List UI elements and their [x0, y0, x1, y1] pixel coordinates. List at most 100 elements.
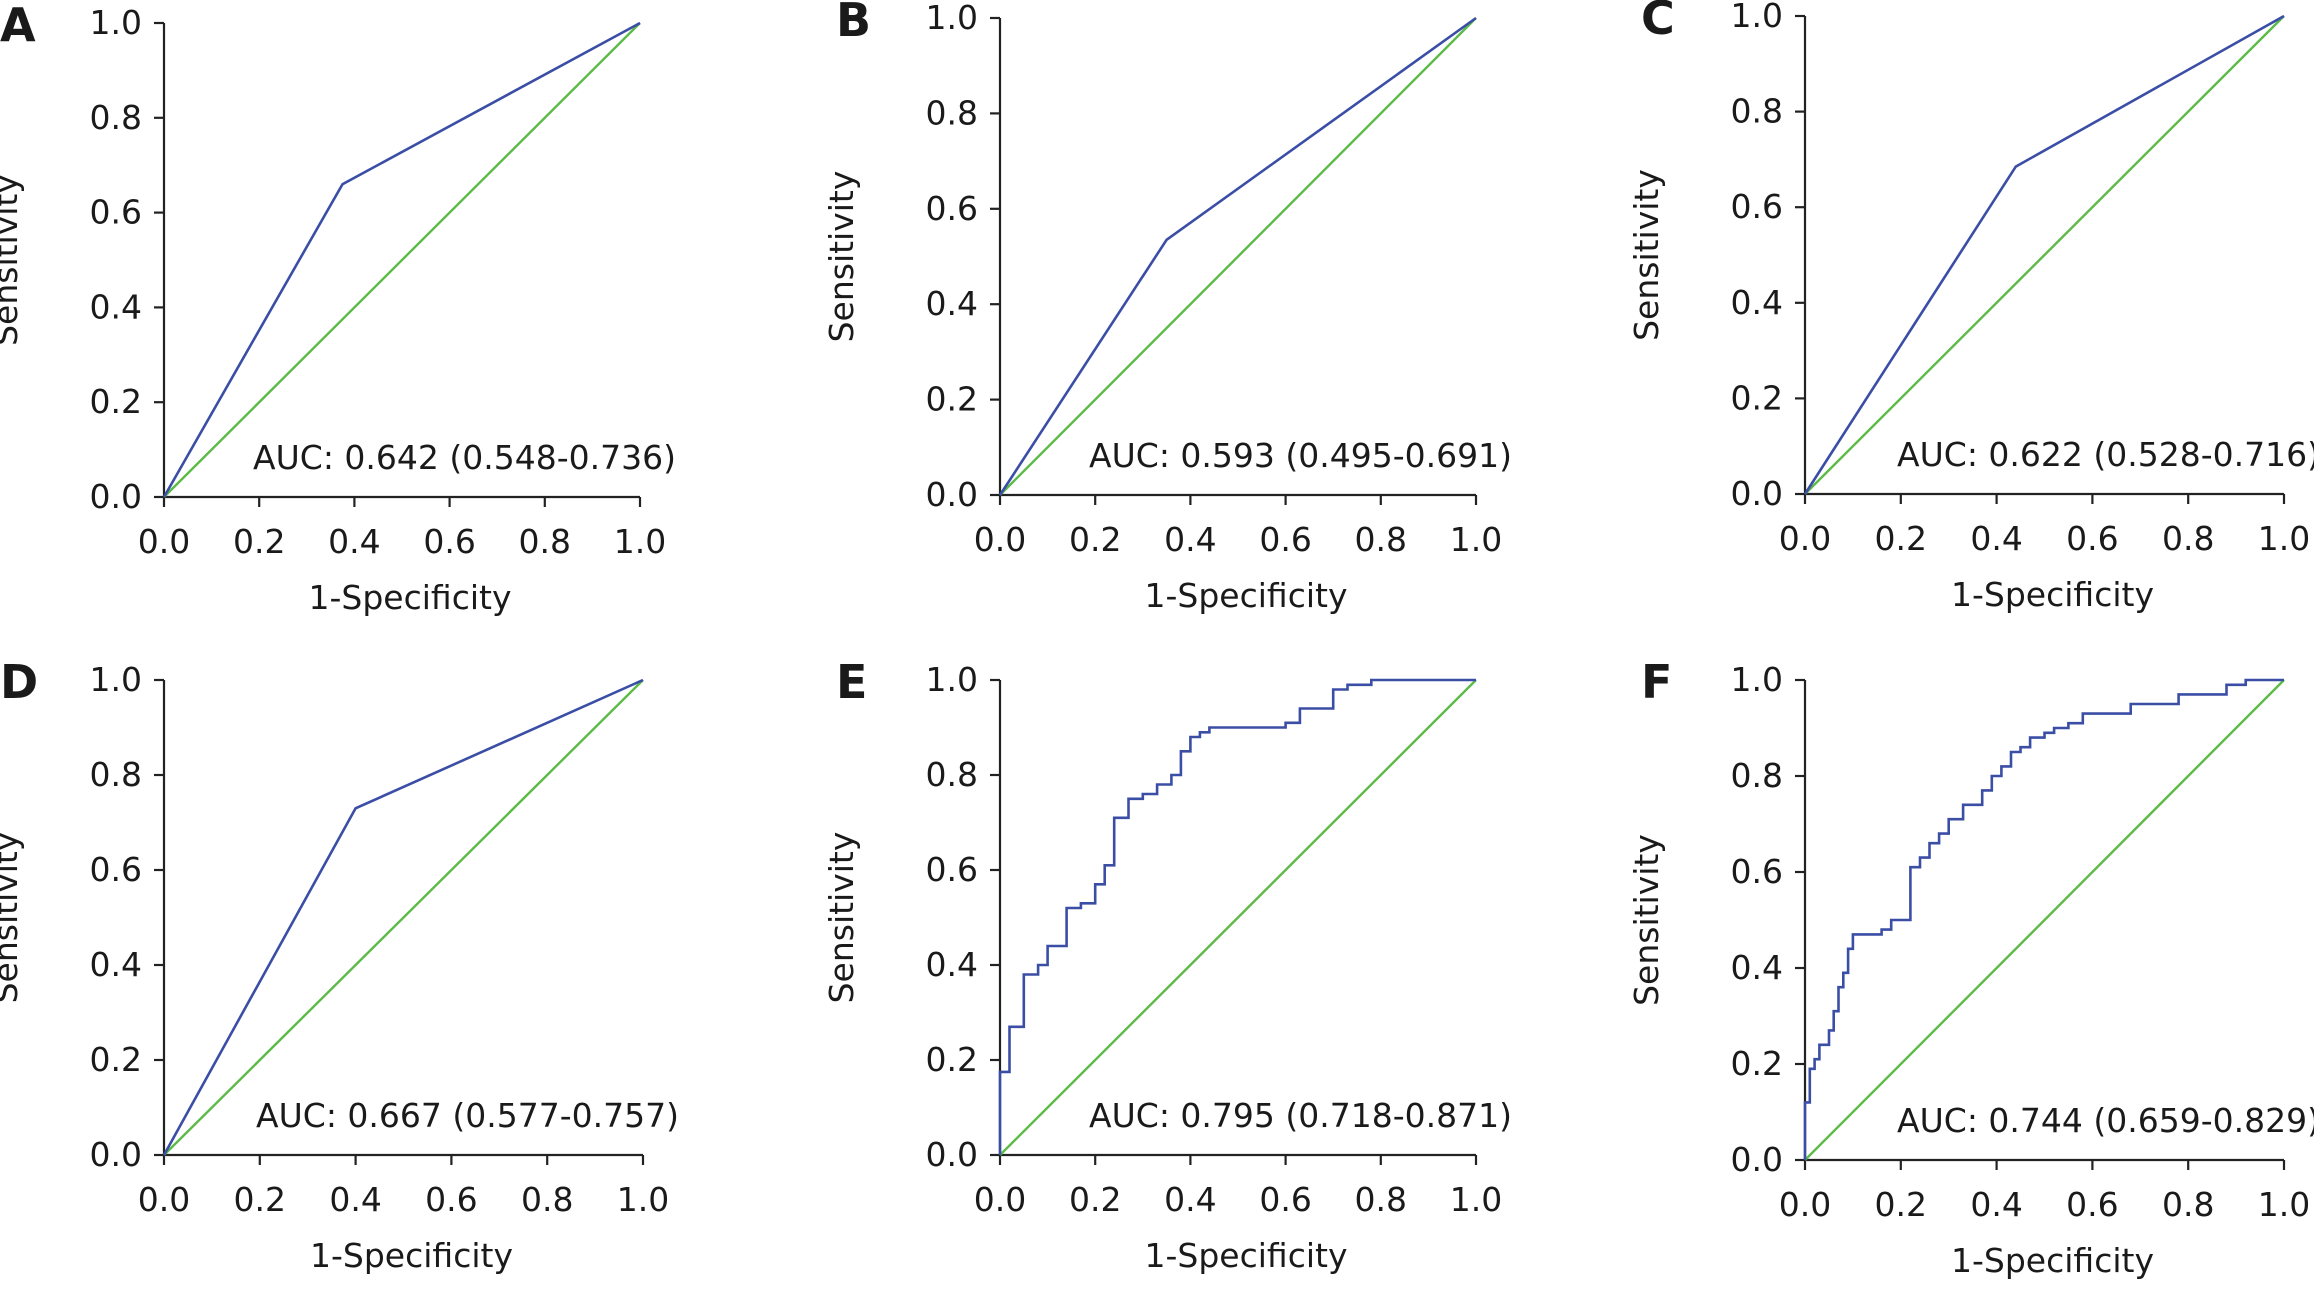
x-tick-label-b-4: 0.8 — [1355, 520, 1407, 559]
x-axis-title-a: 1-Specificity — [309, 578, 512, 617]
panel-letter-c: C — [1641, 0, 1675, 45]
x-tick-label-a-2: 0.4 — [328, 522, 380, 561]
x-tick-label-b-5: 1.0 — [1450, 520, 1502, 559]
x-tick-label-a-4: 0.8 — [519, 522, 571, 561]
x-tick-label-a-1: 0.2 — [233, 522, 285, 561]
roc-curve-b — [998, 16, 1477, 496]
y-axis-title-e: Sensitivity — [822, 832, 861, 1004]
x-tick-label-d-3: 0.6 — [425, 1180, 477, 1219]
y-tick-label-a-0: 0.0 — [90, 477, 142, 516]
roc-curve-a — [162, 21, 641, 498]
y-tick-label-e-2: 0.4 — [926, 945, 978, 984]
y-tick-label-d-1: 0.2 — [90, 1040, 142, 1079]
reference-line-c — [1804, 15, 2285, 495]
y-tick-label-e-5: 1.0 — [926, 660, 978, 699]
y-tick-label-d-0: 0.0 — [90, 1135, 142, 1174]
x-tick-label-d-0: 0.0 — [138, 1180, 190, 1219]
panel-b: B 0.0 0.2 0.4 0.6 0.8 1.0 0.0 0.2 0.4 0.6 0.8 1.0 1-S… — [822, 0, 1512, 615]
x-tick-label-d-4: 0.8 — [521, 1180, 573, 1219]
x-tick-label-f-5: 1.0 — [2258, 1185, 2310, 1224]
x-tick-label-a-0: 0.0 — [138, 522, 190, 561]
roc-curve-d — [162, 678, 644, 1156]
roc-curve-c — [1803, 14, 2285, 495]
y-tick-label-a-5: 1.0 — [90, 3, 142, 42]
auc-annotation-c: AUC: 0.622 (0.528-0.716) — [1897, 435, 2314, 474]
y-tick-label-f-2: 0.4 — [1731, 948, 1783, 987]
x-tick-label-f-1: 0.2 — [1875, 1185, 1927, 1224]
x-tick-label-e-5: 1.0 — [1450, 1180, 1502, 1219]
x-tick-label-d-1: 0.2 — [234, 1180, 286, 1219]
y-tick-label-e-0: 0.0 — [926, 1135, 978, 1174]
panel-letter-e: E — [836, 655, 867, 709]
x-tick-label-d-2: 0.4 — [329, 1180, 381, 1219]
y-tick-label-c-1: 0.2 — [1731, 378, 1783, 417]
y-tick-label-f-3: 0.6 — [1731, 852, 1783, 891]
panel-letter-b: B — [836, 0, 871, 47]
x-tick-label-a-5: 1.0 — [614, 522, 666, 561]
x-tick-label-d-5: 1.0 — [617, 1180, 669, 1219]
y-tick-label-c-2: 0.4 — [1731, 283, 1783, 322]
x-tick-label-e-0: 0.0 — [974, 1180, 1026, 1219]
y-axis-title-f: Sensitivity — [1627, 834, 1666, 1006]
y-tick-label-e-1: 0.2 — [926, 1040, 978, 1079]
x-tick-label-f-2: 0.4 — [1970, 1185, 2022, 1224]
y-axis-title-b: Sensitivity — [822, 171, 861, 343]
y-axis-title-c: Sensitivity — [1627, 169, 1666, 341]
y-tick-label-a-2: 0.4 — [90, 287, 142, 326]
y-tick-label-d-2: 0.4 — [90, 945, 142, 984]
y-tick-label-b-3: 0.6 — [926, 189, 978, 228]
x-tick-label-c-4: 0.8 — [2162, 519, 2214, 558]
y-tick-label-a-4: 0.8 — [90, 98, 142, 137]
y-tick-label-e-3: 0.6 — [926, 850, 978, 889]
panel-letter-a: A — [0, 0, 36, 52]
y-tick-label-b-0: 0.0 — [926, 475, 978, 514]
panel-c: C 0.0 0.2 0.4 0.6 0.8 1.0 0.0 0.2 0.4 0.6 0.8 1.0 1-S… — [1627, 0, 2314, 614]
y-tick-label-d-3: 0.6 — [90, 850, 142, 889]
x-tick-label-f-3: 0.6 — [2066, 1185, 2118, 1224]
y-tick-label-b-4: 0.8 — [926, 93, 978, 132]
x-axis-title-f: 1-Specificity — [1951, 1241, 2154, 1280]
panel-letter-d: D — [0, 655, 38, 709]
x-tick-label-e-4: 0.8 — [1355, 1180, 1407, 1219]
auc-annotation-a: AUC: 0.642 (0.548-0.736) — [253, 438, 676, 477]
x-tick-label-f-4: 0.8 — [2162, 1185, 2214, 1224]
y-tick-label-b-5: 1.0 — [926, 0, 978, 37]
x-tick-label-e-2: 0.4 — [1164, 1180, 1216, 1219]
y-tick-label-a-3: 0.6 — [90, 193, 142, 232]
roc-curve-e — [998, 678, 1476, 1155]
reference-line-a — [163, 22, 641, 498]
x-axis-title-e: 1-Specificity — [1145, 1236, 1348, 1275]
y-axis-title-d: Sensitivity — [0, 832, 25, 1004]
panel-d: D 0.0 0.2 0.4 0.6 0.8 1.0 0.0 0.2 0.4 0.6 0.8 1.0 1-S… — [0, 655, 679, 1275]
x-tick-label-c-0: 0.0 — [1779, 519, 1831, 558]
reference-line-e — [999, 679, 1477, 1156]
x-axis-title-c: 1-Specificity — [1951, 575, 2154, 614]
y-axis-title-a: Sensitivity — [0, 174, 25, 346]
reference-line-b — [999, 17, 1477, 496]
auc-annotation-d: AUC: 0.667 (0.577-0.757) — [256, 1096, 679, 1135]
panel-letter-f: F — [1641, 655, 1672, 709]
auc-annotation-b: AUC: 0.593 (0.495-0.691) — [1089, 436, 1512, 475]
x-tick-label-e-1: 0.2 — [1069, 1180, 1121, 1219]
x-tick-label-c-1: 0.2 — [1875, 519, 1927, 558]
x-tick-label-f-0: 0.0 — [1779, 1185, 1831, 1224]
x-axis-title-d: 1-Specificity — [310, 1236, 513, 1275]
x-tick-label-c-2: 0.4 — [1970, 519, 2022, 558]
y-tick-label-f-0: 0.0 — [1731, 1140, 1783, 1179]
panel-a: A 0.0 0.2 0.4 0.6 0.8 1.0 0.0 0.2 0.4 0.6 0.8 1.0 1-S… — [0, 0, 676, 617]
reference-line-d — [163, 679, 644, 1156]
y-tick-label-f-1: 0.2 — [1731, 1044, 1783, 1083]
y-tick-label-c-4: 0.8 — [1731, 92, 1783, 131]
auc-annotation-e: AUC: 0.795 (0.718-0.871) — [1089, 1096, 1512, 1135]
y-tick-label-b-1: 0.2 — [926, 380, 978, 419]
x-tick-label-c-5: 1.0 — [2258, 519, 2310, 558]
y-tick-label-a-1: 0.2 — [90, 382, 142, 421]
reference-line-f — [1804, 679, 2285, 1161]
panel-f: F 0.0 0.2 0.4 0.6 0.8 1.0 0.0 0.2 0.4 0.6 0.8 1.0 1-S… — [1627, 655, 2314, 1280]
x-tick-label-b-1: 0.2 — [1069, 520, 1121, 559]
x-tick-label-b-2: 0.4 — [1164, 520, 1216, 559]
panel-e: E 0.0 0.2 0.4 0.6 0.8 1.0 0.0 0.2 0.4 0.6 0.8 1.0 1-S… — [822, 655, 1512, 1275]
y-tick-label-b-2: 0.4 — [926, 284, 978, 323]
roc-curve-f — [1803, 678, 2284, 1160]
